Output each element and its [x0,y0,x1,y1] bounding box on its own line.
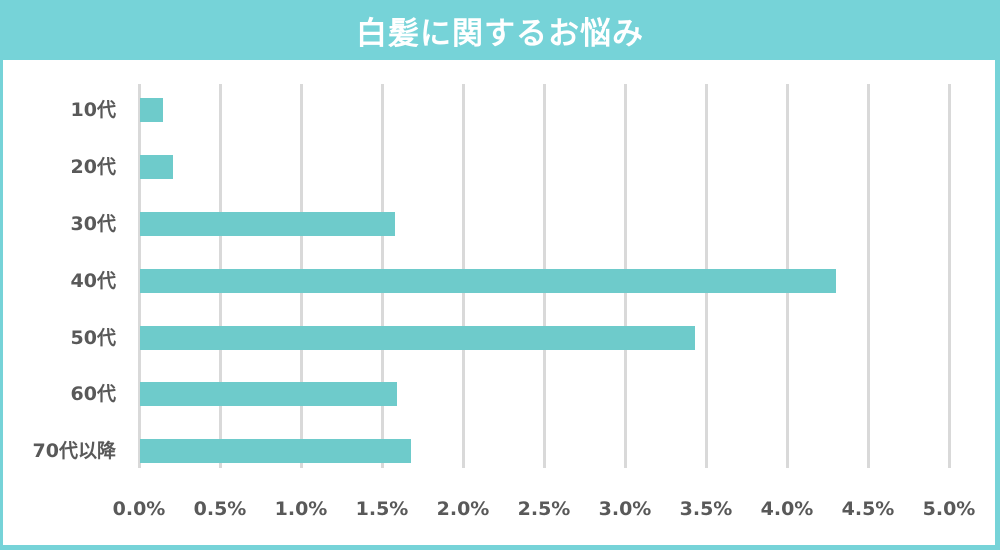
x-tick-label: 1.0% [274,498,328,520]
gridline [138,84,141,468]
category-label: 60代 [70,383,116,405]
x-tick-label: 0.5% [193,498,247,520]
bar [140,326,695,350]
gridline [867,84,870,468]
bar [140,269,836,293]
x-tick-label: 3.0% [598,498,652,520]
x-tick-label: 2.5% [517,498,571,520]
bar [140,439,412,463]
category-label: 30代 [70,213,116,235]
gridline [948,84,951,468]
x-tick-label: 1.5% [355,498,409,520]
bar [140,212,395,236]
category-label: 40代 [70,270,116,292]
category-label: 20代 [70,156,116,178]
bar [140,382,397,406]
x-tick-label: 5.0% [922,498,976,520]
bar [140,98,164,122]
chart-panel [3,60,995,545]
chart-title: 白髪に関するお悩み [356,15,644,52]
x-tick-label: 0.0% [112,498,166,520]
category-label: 10代 [70,99,116,121]
x-tick-label: 4.0% [760,498,814,520]
category-label: 70代以降 [32,440,116,462]
category-label: 50代 [70,327,116,349]
x-tick-label: 3.5% [679,498,733,520]
x-tick-label: 4.5% [841,498,895,520]
x-tick-label: 2.0% [436,498,490,520]
bar [140,155,174,179]
